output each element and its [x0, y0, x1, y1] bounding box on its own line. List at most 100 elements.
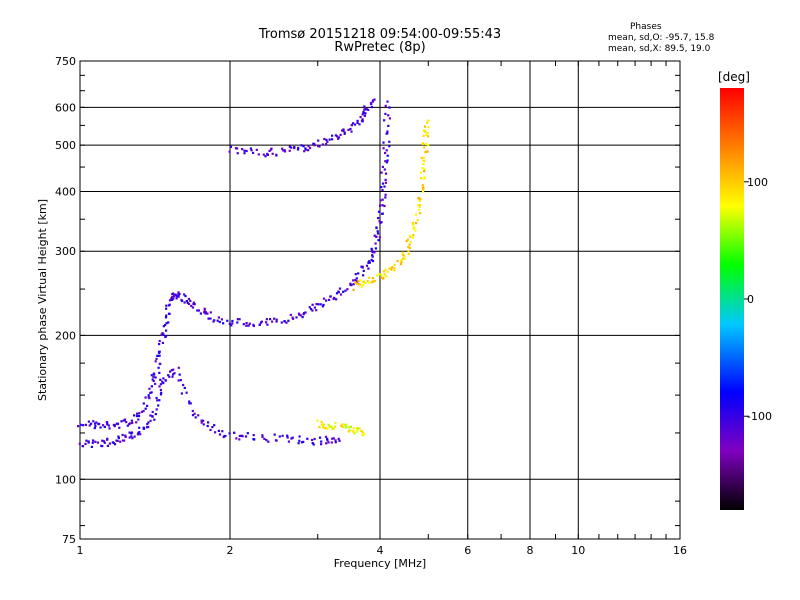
data-point	[354, 281, 357, 284]
data-point	[423, 168, 426, 171]
data-point	[402, 253, 405, 257]
data-point	[421, 142, 424, 146]
colorbar-tick-label: 100	[747, 176, 768, 189]
data-point	[391, 266, 394, 269]
data-point	[406, 238, 409, 241]
data-point	[361, 431, 364, 434]
data-point	[304, 311, 307, 314]
data-point	[158, 362, 161, 365]
data-point	[238, 434, 241, 437]
data-point	[384, 178, 387, 181]
data-point	[106, 421, 109, 424]
data-point	[422, 159, 426, 162]
data-point	[390, 268, 393, 271]
data-point	[155, 408, 158, 411]
data-point	[128, 436, 131, 439]
data-point	[84, 423, 87, 426]
data-point	[84, 442, 87, 445]
data-point	[335, 292, 339, 295]
data-point	[419, 171, 422, 174]
data-point	[283, 150, 287, 153]
data-point	[365, 264, 369, 267]
data-point	[405, 239, 408, 243]
data-point	[243, 152, 246, 155]
data-point	[136, 433, 139, 436]
data-point	[384, 112, 387, 115]
data-point	[298, 439, 301, 442]
data-point	[281, 147, 284, 150]
data-point	[422, 156, 425, 159]
data-point	[191, 414, 195, 417]
data-point	[318, 145, 321, 148]
data-point	[131, 421, 134, 425]
data-point	[275, 439, 278, 442]
data-point	[400, 259, 403, 262]
data-point	[133, 435, 136, 438]
data-point	[370, 106, 373, 109]
data-point	[79, 423, 82, 426]
data-point	[165, 314, 168, 317]
data-point	[425, 150, 428, 153]
data-point	[261, 435, 264, 439]
data-point	[162, 377, 165, 380]
data-point	[191, 409, 194, 413]
data-point	[332, 427, 335, 430]
data-point	[177, 293, 180, 296]
data-point	[407, 250, 410, 253]
data-point	[357, 272, 360, 275]
data-point	[425, 133, 428, 136]
data-point	[356, 427, 359, 430]
data-point	[172, 368, 175, 371]
data-point	[291, 316, 294, 319]
data-point	[381, 198, 384, 201]
data-point	[388, 106, 391, 109]
data-point	[238, 438, 241, 441]
colorbar-tick-label: -100	[747, 410, 772, 423]
data-point	[414, 213, 418, 216]
data-point	[243, 149, 246, 152]
data-point	[152, 375, 155, 378]
data-point	[221, 430, 224, 433]
data-point	[416, 219, 419, 222]
data-point	[262, 153, 265, 156]
y-tick-label: 100	[55, 473, 76, 486]
data-point	[304, 147, 307, 150]
data-point	[320, 443, 323, 446]
data-point	[334, 441, 337, 444]
data-point	[418, 203, 421, 207]
data-point	[142, 426, 145, 429]
data-point	[131, 437, 134, 440]
data-point	[402, 257, 405, 260]
data-point	[228, 150, 231, 153]
data-point	[313, 437, 316, 441]
data-point	[384, 181, 387, 184]
data-point	[124, 435, 127, 438]
data-point	[133, 414, 136, 417]
data-point	[135, 421, 138, 424]
data-point	[288, 145, 291, 148]
data-point	[320, 423, 323, 426]
data-point	[207, 421, 210, 424]
data-point	[349, 282, 352, 285]
data-point	[253, 438, 256, 441]
data-point	[206, 312, 209, 315]
data-point	[238, 318, 241, 321]
data-point	[220, 318, 223, 321]
data-point	[385, 149, 388, 152]
data-point	[158, 385, 161, 388]
data-point	[154, 413, 157, 416]
y-tick-label: 300	[55, 245, 76, 258]
data-point	[212, 320, 215, 323]
data-point	[183, 386, 186, 389]
data-point	[271, 320, 274, 323]
data-point	[376, 232, 380, 235]
data-point	[241, 148, 244, 151]
data-point	[380, 221, 383, 224]
data-point	[167, 304, 171, 307]
data-point	[352, 288, 355, 291]
data-point	[335, 298, 338, 301]
data-point	[165, 329, 168, 332]
data-point	[113, 443, 117, 446]
data-point	[154, 376, 157, 379]
data-point	[352, 122, 355, 125]
